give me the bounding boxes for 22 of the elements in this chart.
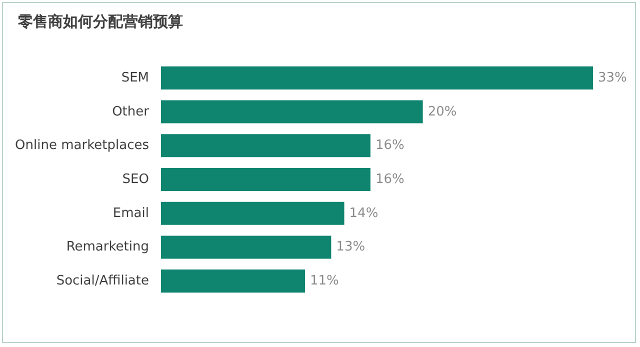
- data-label: 13%: [336, 240, 366, 255]
- y-tick-label: Other: [112, 104, 150, 120]
- data-label: 16%: [375, 138, 404, 154]
- data-label: 33%: [598, 70, 627, 86]
- data-label: 20%: [428, 104, 457, 120]
- bar: [161, 100, 423, 124]
- y-tick-label: SEO: [122, 172, 149, 187]
- data-label: 14%: [349, 206, 378, 221]
- bar: [161, 202, 344, 225]
- bar: [161, 270, 305, 293]
- y-tick-label: Social/Affiliate: [56, 274, 149, 289]
- y-tick-label: Remarketing: [66, 240, 149, 255]
- chart-title: 零售商如何分配营销预算: [18, 12, 183, 30]
- data-label: 16%: [375, 172, 404, 187]
- y-tick-label: SEM: [121, 70, 149, 86]
- bar: [161, 134, 370, 158]
- y-tick-label: Online marketplaces: [15, 138, 150, 154]
- bar: [161, 168, 370, 192]
- bar: [161, 66, 593, 90]
- bar: [161, 236, 332, 259]
- data-label: 11%: [310, 274, 339, 289]
- y-tick-label: Email: [112, 206, 149, 221]
